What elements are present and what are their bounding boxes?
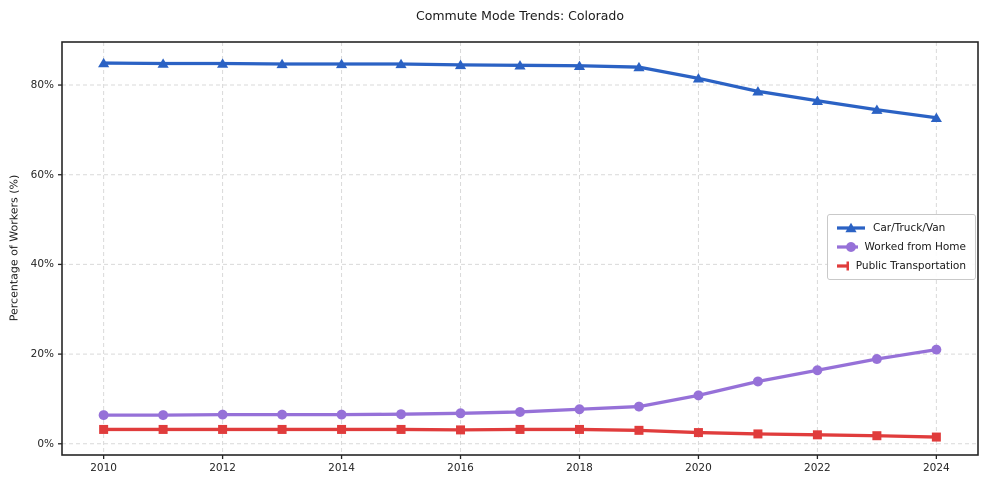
series-line-worked-from-home (101, 347, 939, 417)
data-point-public-transportation (277, 424, 287, 434)
data-point-worked-from-home (396, 409, 407, 420)
data-point-car-truck-van (752, 86, 764, 96)
data-point-public-transportation (693, 428, 703, 438)
data-point-public-transportation (812, 430, 822, 440)
x-tick-label: 2014 (328, 462, 355, 474)
x-tick-label: 2012 (209, 462, 236, 474)
data-point-worked-from-home (336, 409, 347, 420)
data-point-worked-from-home (931, 344, 942, 355)
data-point-public-transportation (218, 424, 228, 434)
data-point-worked-from-home (693, 390, 704, 401)
legend-item-car-truck-van: Car/Truck/Van (836, 221, 966, 235)
data-point-worked-from-home (752, 376, 763, 387)
legend-circle-swatch (837, 242, 858, 252)
x-tick-label: 2010 (90, 462, 117, 474)
data-point-car-truck-van (98, 57, 110, 68)
data-point-worked-from-home (871, 354, 882, 365)
data-point-car-truck-van (633, 61, 645, 72)
data-point-car-truck-van (157, 58, 169, 68)
data-point-worked-from-home (812, 365, 823, 376)
legend-label: Car/Truck/Van (873, 222, 946, 234)
data-point-public-transportation (396, 424, 406, 434)
legend-item-public-transportation: Public Transportation (836, 259, 966, 273)
y-tick-label: 20% (30, 348, 54, 361)
x-tick-label: 2024 (922, 462, 950, 474)
legend-square-swatch (837, 261, 849, 271)
data-point-car-truck-van (871, 104, 883, 114)
legend-triangle-swatch (837, 222, 865, 233)
x-tick-label: 2020 (685, 462, 712, 474)
data-point-worked-from-home (158, 410, 169, 421)
data-point-car-truck-van (276, 58, 288, 69)
data-point-public-transportation (337, 424, 347, 434)
data-point-public-transportation (931, 432, 941, 442)
data-point-car-truck-van (811, 95, 824, 105)
data-point-public-transportation (515, 424, 525, 434)
legend-label: Worked from Home (864, 241, 966, 253)
x-tick-label: 2016 (447, 462, 474, 474)
data-point-worked-from-home (455, 408, 466, 419)
y-tick-label: 0% (37, 437, 54, 450)
data-point-public-transportation (574, 424, 584, 434)
data-point-public-transportation (158, 424, 168, 434)
y-tick-label: 60% (30, 168, 54, 181)
x-tick-label: 2022 (804, 462, 831, 474)
legend-marker-worked-from-home (846, 242, 856, 252)
data-point-public-transportation (872, 431, 882, 441)
data-point-car-truck-van (514, 60, 526, 70)
data-point-worked-from-home (574, 404, 585, 415)
y-tick-label: 40% (30, 258, 54, 271)
series-line-car-truck-van (101, 61, 939, 120)
data-point-worked-from-home (217, 409, 228, 420)
data-point-car-truck-van (930, 112, 942, 122)
data-point-car-truck-van (692, 73, 705, 83)
series-public-transportation (99, 424, 941, 442)
legend-marker-car-truck-van (845, 222, 857, 233)
data-point-public-transportation (634, 425, 644, 435)
data-point-car-truck-van (216, 58, 229, 68)
legend-item-worked-from-home: Worked from Home (836, 240, 966, 254)
data-point-public-transportation (99, 424, 109, 434)
x-tick-label: 2018 (566, 462, 593, 474)
y-tick-label: 80% (30, 79, 54, 92)
data-point-car-truck-van (454, 59, 467, 70)
data-point-worked-from-home (515, 406, 525, 417)
chart-title: Commute Mode Trends: Colorado (415, 8, 625, 23)
data-point-car-truck-van (395, 58, 407, 69)
legend: Car/Truck/Van Worked from Home Public Tran… (827, 214, 976, 280)
data-point-worked-from-home (98, 410, 109, 421)
data-point-public-transportation (753, 429, 763, 439)
legend-marker-public-transportation (846, 261, 849, 271)
data-point-car-truck-van (573, 60, 586, 70)
data-point-car-truck-van (335, 58, 348, 69)
plot-border (61, 41, 979, 456)
data-point-worked-from-home (633, 401, 644, 412)
series-worked-from-home (98, 344, 942, 421)
data-point-public-transportation (456, 425, 466, 435)
legend-label: Public Transportation (855, 260, 966, 272)
series-car-truck-van (98, 57, 942, 122)
data-point-worked-from-home (277, 409, 288, 420)
